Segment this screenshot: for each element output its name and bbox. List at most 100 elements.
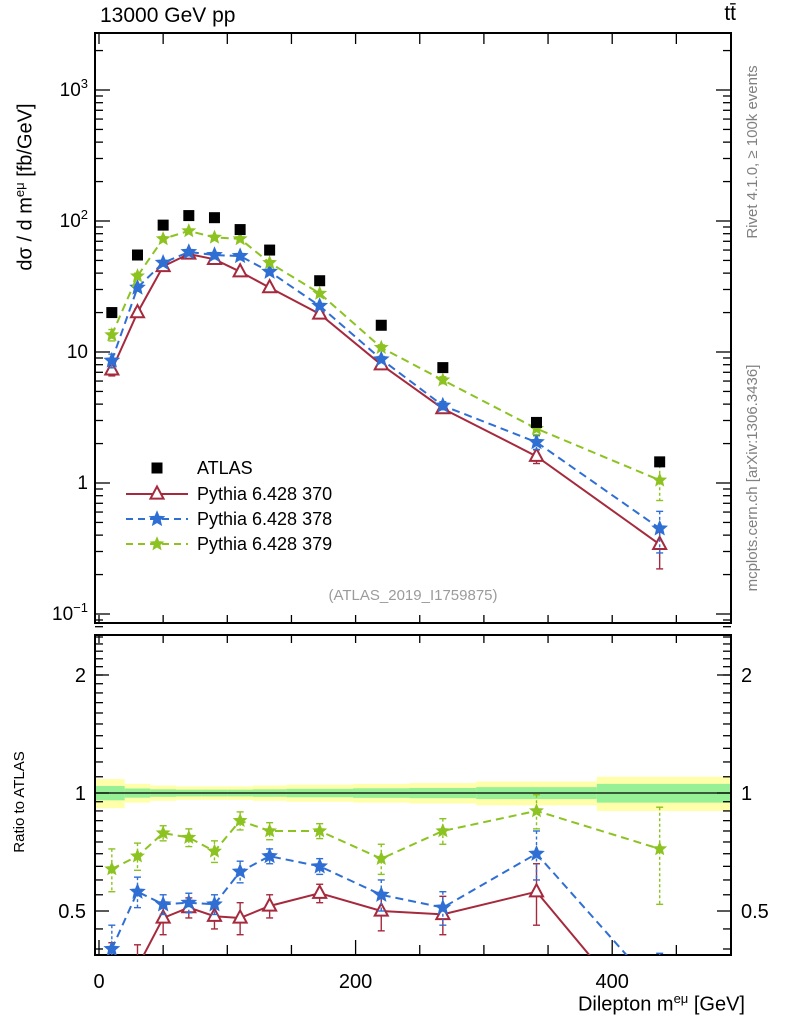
ratio-tick-label-left: 0.5	[58, 901, 86, 923]
atlas-square-marker	[234, 224, 246, 236]
star-marker	[434, 396, 452, 413]
star-marker	[180, 893, 198, 910]
atlas-square-marker	[151, 462, 163, 474]
legend: ATLAS Pythia 6.428 370 Pythia 6.428 378 Pyt…	[126, 458, 332, 554]
x-axis-label: Dilepton meμ [GeV]	[578, 991, 745, 1017]
x-axis-label-text: Dilepton m	[577, 993, 674, 1016]
atlas-square-marker	[531, 416, 543, 428]
series-line	[142, 890, 591, 955]
axis-ticks	[95, 33, 731, 955]
triangle-marker	[528, 446, 545, 462]
process-label: tt̄	[724, 2, 736, 25]
atlas-square-marker	[437, 362, 449, 374]
star-marker	[206, 895, 223, 912]
series-line	[110, 852, 628, 955]
y-tick-label: 10	[67, 342, 88, 363]
atlas-square-marker	[208, 212, 220, 224]
legend-item-pythia-6-428-379: Pythia 6.428 379	[126, 534, 332, 554]
star-marker	[652, 841, 668, 856]
triangle-marker	[528, 882, 545, 898]
star-marker	[181, 829, 197, 844]
main-panel-frame	[94, 32, 732, 624]
x-axis-label-sup: eμ	[673, 991, 689, 1006]
star-marker	[104, 861, 120, 876]
ratio-panel-frame	[94, 634, 732, 956]
atlas-square-marker	[131, 249, 143, 261]
star-marker	[180, 243, 198, 260]
star-marker	[372, 885, 390, 902]
star-marker	[373, 850, 389, 865]
y-tick-label: 103	[60, 76, 88, 101]
ratio-uncertainty-bands	[95, 776, 731, 811]
star-marker	[435, 823, 451, 838]
triangle-marker	[231, 908, 249, 924]
ratio-tick-label-right: 0.5	[741, 901, 769, 923]
star-marker	[207, 229, 222, 244]
star-marker	[155, 231, 171, 246]
legend-item-pythia-6-428-378: Pythia 6.428 378	[126, 509, 332, 529]
star-marker	[373, 339, 389, 354]
triangle-marker	[129, 302, 146, 319]
legend-label: Pythia 6.428 378	[197, 509, 332, 529]
atlas-square-marker	[106, 307, 118, 319]
series-line	[110, 252, 661, 546]
star-marker	[103, 940, 121, 955]
series-line	[110, 229, 661, 482]
star-marker	[155, 825, 171, 840]
star-marker	[154, 895, 172, 912]
atlas-square-marker	[314, 275, 326, 287]
star-marker	[261, 847, 279, 864]
y-tick-label: 1	[77, 473, 88, 494]
series-line	[110, 250, 661, 530]
star-marker	[129, 278, 146, 295]
ratio-tick-label-right: 1	[741, 783, 752, 805]
x-tick-label: 200	[339, 971, 372, 993]
star-marker	[652, 472, 668, 487]
triangle-marker	[154, 908, 172, 924]
star-marker	[103, 351, 121, 368]
atlas-square-marker	[183, 210, 195, 222]
star-marker	[312, 823, 328, 838]
ratio-tick-label-left: 2	[75, 665, 86, 687]
star-marker	[528, 844, 545, 861]
legend-label: ATLAS	[197, 458, 253, 478]
star-marker	[262, 255, 278, 270]
triangle-marker	[311, 883, 328, 899]
triangle-marker	[261, 278, 278, 294]
series-ratio-pythia-6-428-379	[104, 794, 668, 906]
star-marker	[312, 285, 328, 300]
star-marker	[129, 882, 146, 899]
plot-title: 13000 GeV pp	[100, 4, 236, 27]
series-main-pythia-6-428-378	[103, 243, 669, 554]
series-main-pythia-6-428-379	[104, 223, 668, 502]
star-marker	[434, 898, 452, 915]
triangle-marker	[311, 304, 328, 320]
legend-label: Pythia 6.428 379	[197, 534, 332, 554]
star-marker	[262, 823, 278, 838]
triangle-marker	[651, 534, 668, 551]
series-ratio-pythia-6-428-370	[108, 863, 591, 955]
star-marker	[372, 350, 390, 367]
y-tick-label: 102	[60, 207, 88, 232]
triangle-marker	[231, 262, 249, 278]
star-marker	[261, 262, 279, 279]
series-line	[111, 809, 660, 870]
atlas-square-marker	[375, 319, 387, 331]
star-marker	[154, 253, 172, 270]
x-tick-label: 0	[93, 971, 104, 993]
star-marker	[130, 268, 145, 283]
triangle-marker	[261, 896, 278, 912]
star-marker	[435, 372, 451, 387]
x-axis-label-units: [GeV]	[688, 993, 745, 1016]
star-marker	[149, 536, 165, 551]
star-marker	[130, 848, 145, 863]
star-marker	[231, 862, 249, 879]
star-marker	[207, 843, 222, 858]
x-tick-label: 400	[596, 971, 629, 993]
legend-item-atlas: ATLAS	[151, 458, 253, 478]
star-marker	[148, 510, 166, 527]
star-marker	[104, 327, 120, 342]
star-marker	[231, 247, 249, 264]
